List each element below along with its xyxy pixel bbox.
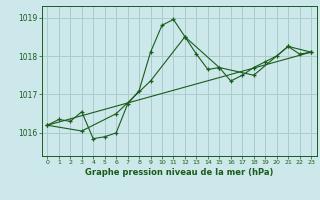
- X-axis label: Graphe pression niveau de la mer (hPa): Graphe pression niveau de la mer (hPa): [85, 168, 273, 177]
